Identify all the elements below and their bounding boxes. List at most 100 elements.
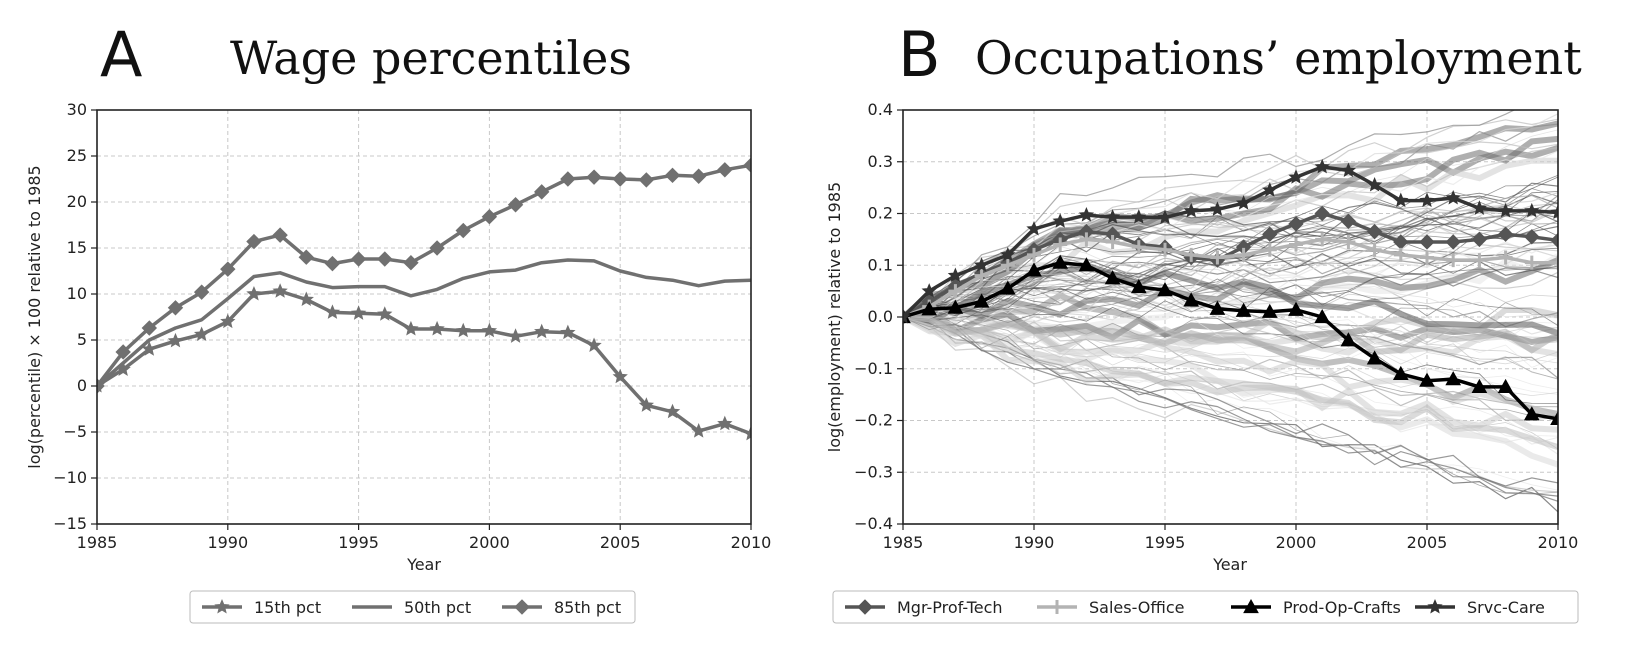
panel-a-series-2-point xyxy=(586,169,602,185)
panel-b-series-1-point xyxy=(1446,253,1461,268)
panel-b-series-1-point xyxy=(1289,237,1303,252)
panel-b-series xyxy=(903,158,1558,426)
panel-b-series-0-point xyxy=(1340,213,1357,229)
panel-a-legend-label: 85th pct xyxy=(554,598,621,617)
panel-a-ticks: 1985 1990 1995 2000 2005 2010 −15 −10 −5 0 5 10 15 20… xyxy=(53,100,771,552)
panel-b-series-3-point xyxy=(1366,176,1383,192)
occupation-line xyxy=(903,314,1558,433)
panel-b-series-3-point xyxy=(1262,182,1278,197)
panel-a-series-2-point xyxy=(246,233,262,250)
panel-a-series-0-point xyxy=(193,326,210,341)
occupation-line xyxy=(903,314,1558,450)
occupation-line xyxy=(903,269,1558,380)
panel-b-legend-label: Mgr-Prof-Tech xyxy=(897,598,1003,617)
panel-a-series-0-point xyxy=(429,320,445,336)
panel-b-series-3-point xyxy=(1550,204,1558,219)
occupation-line xyxy=(903,314,1558,355)
panel-a-series-0-point xyxy=(377,306,393,321)
panel-b-xtick-label: 1995 xyxy=(1145,533,1186,552)
panel-a-ytick-label: 15 xyxy=(67,238,87,257)
panel-b-series-2-point xyxy=(947,299,964,314)
panel-b-ytick-label: −0.2 xyxy=(854,411,893,430)
panel-b-legend-marker xyxy=(1243,598,1259,614)
panel-b-series-2-point xyxy=(999,280,1016,295)
panel-b-series-3-point xyxy=(1419,192,1435,208)
panel-b-ytick-label: −0.4 xyxy=(854,514,893,533)
panel-b-series-1-point xyxy=(1000,258,1015,273)
panel-b-series-2-point xyxy=(1497,378,1514,393)
panel-b-series-1-point xyxy=(1210,250,1225,265)
panel-b-series-0-point xyxy=(1419,234,1435,250)
panel-a-series-0-point xyxy=(664,403,681,419)
panel-b-series-2-point xyxy=(1288,301,1304,316)
panel-b-series-3-point xyxy=(1183,202,1199,218)
panel-b-series-3-point xyxy=(1524,202,1540,218)
panel-a-series-0-point xyxy=(717,415,733,431)
panel-b-legend-label: Srvc-Care xyxy=(1467,598,1545,617)
panel-b-series-1-point xyxy=(1420,250,1434,265)
panel-a-series-0-point xyxy=(246,285,262,301)
panel-a-legend-label: 15th pct xyxy=(254,598,321,617)
panel-b-series-1-point xyxy=(1262,242,1277,257)
panel-b-legend-marker xyxy=(857,599,873,615)
panel-a-series-2-point xyxy=(534,184,550,200)
panel-b-series-3-point xyxy=(903,308,911,324)
panel-b-series-1-point xyxy=(1551,255,1558,270)
panel-b-series-2-point xyxy=(1078,257,1095,272)
panel-a-series-2-point xyxy=(429,240,445,256)
panel-a-series-2-point xyxy=(97,378,105,394)
panel-a-series-2-point xyxy=(455,222,471,239)
panel-b-series-2-point xyxy=(1366,350,1383,365)
panel-b-series-3-point xyxy=(1131,209,1147,224)
panel-a-series-0-point xyxy=(272,283,288,298)
panel-a-series-line-0 xyxy=(97,289,751,436)
panel-a-legend-box xyxy=(189,590,636,624)
panel-a-series-0-point xyxy=(298,291,314,307)
panel-a-series-line-1 xyxy=(97,258,751,388)
panel-b-legend-label: Sales-Office xyxy=(1089,598,1185,617)
occupation-line xyxy=(903,194,1558,318)
panel-b-series-2-point xyxy=(1183,292,1200,307)
panel-b-series-0-point xyxy=(1288,216,1304,232)
panel-b-ytick-label: −0.1 xyxy=(854,359,893,378)
panel-b-series-2-point xyxy=(1392,365,1409,381)
panel-b-legend-marker xyxy=(1427,598,1443,614)
panel-b-series-1-point xyxy=(1498,250,1513,265)
panel-b-series-0-point xyxy=(1314,205,1330,222)
panel-a-legend: 15th pct 50th pct 85th pct xyxy=(189,590,636,624)
panel-b-xtick-label: 2000 xyxy=(1276,533,1317,552)
panel-a-series-2-point xyxy=(560,171,576,187)
occupation-line xyxy=(903,285,1558,390)
panel-b-xtick-label: 2010 xyxy=(1538,533,1579,552)
panel-b-series-1-point xyxy=(1027,247,1041,262)
panel-a-series-2-point xyxy=(298,249,314,265)
panel-a-series-2-point xyxy=(115,344,131,360)
panel-b-series-line-3 xyxy=(903,165,1558,319)
panel-b-series-1-point xyxy=(1524,255,1539,270)
panel-b-ylabel: log(employment) relative to 1985 xyxy=(825,182,844,452)
panel-b-series-3-point xyxy=(1497,202,1514,218)
panel-b-ytick-label: 0.4 xyxy=(868,100,893,119)
panel-a-series-2-point xyxy=(272,227,288,243)
panel-b-series-1-point xyxy=(1079,232,1094,247)
occupation-line xyxy=(903,316,1558,487)
panel-b-xtick-label: 1985 xyxy=(883,533,924,552)
panel-b-series-3-point xyxy=(1000,246,1016,262)
panel-b-letter: B xyxy=(898,18,941,91)
panel-a-xlabel: Year xyxy=(406,555,441,574)
panel-b-series-3-point xyxy=(1314,158,1330,174)
panel-b-title: Occupations’ employment xyxy=(975,31,1582,85)
panel-b-series-1-point xyxy=(1158,242,1172,257)
panel-b-series-2-point xyxy=(1471,378,1488,393)
panel-b-ytick-label: 0.0 xyxy=(868,307,893,326)
panel-a-ytick-label: −10 xyxy=(53,468,87,487)
occupation-line xyxy=(903,316,1558,502)
panel-b-xtick-label: 2005 xyxy=(1407,533,1448,552)
panel-a-ytick-label: 5 xyxy=(77,330,87,349)
panel-a-series-2-point xyxy=(377,251,393,267)
panel-a-series-0-point xyxy=(638,397,655,412)
panel-b-ytick-label: 0.2 xyxy=(868,204,893,223)
panel-a-series-2-point xyxy=(638,172,655,188)
panel-a-series-0-point xyxy=(324,304,341,319)
